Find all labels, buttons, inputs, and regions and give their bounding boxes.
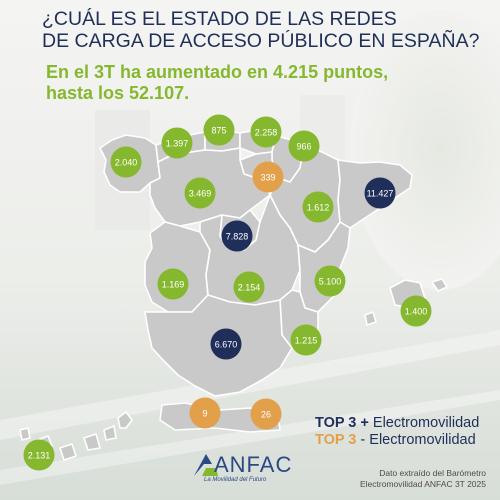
marker-value-navarra: 966 xyxy=(296,142,311,152)
page-title: ¿CUÁL ES EL ESTADO DE LAS REDES DE CARGA… xyxy=(42,8,492,52)
marker-circle-asturias xyxy=(161,127,193,159)
marker-circle-extremadura xyxy=(157,268,189,300)
region-baleares-ibiza xyxy=(364,311,377,326)
legend-top3-plus-bold: TOP 3 + xyxy=(315,415,369,431)
title-line-1: ¿CUÁL ES EL ESTADO DE LAS REDES xyxy=(42,8,397,30)
marker-la-rioja: 339 xyxy=(252,161,284,193)
marker-melilla: 26 xyxy=(250,398,282,430)
marker-castilla-la-mancha: 2.154 xyxy=(233,271,265,303)
anfac-logo-mark-icon xyxy=(194,454,218,476)
marker-circle-murcia xyxy=(290,324,322,356)
marker-circle-madrid xyxy=(221,220,253,252)
marker-value-aragon: 1.612 xyxy=(307,203,330,213)
marker-value-pais-vasco: 2.258 xyxy=(255,128,278,138)
marker-cantabria: 875 xyxy=(203,114,235,146)
source-line-1: Dato extraído del Barómetro xyxy=(379,468,486,478)
marker-circle-cantabria xyxy=(203,114,235,146)
marker-navarra: 966 xyxy=(288,130,320,162)
marker-comunidad-valenciana: 5.100 xyxy=(314,265,346,297)
marker-cataluna: 11.427 xyxy=(364,177,396,209)
marker-value-extremadura: 1.169 xyxy=(162,280,185,290)
marker-circle-galicia xyxy=(110,146,142,178)
page-subtitle: En el 3T ha aumentado en 4.215 puntos, h… xyxy=(46,62,486,104)
marker-value-cataluna: 11.427 xyxy=(367,189,394,199)
marker-asturias: 1.397 xyxy=(161,127,193,159)
brand-name: ANFAC xyxy=(214,452,293,477)
source-line-2: Electromovilidad ANFAC 3T 2025 xyxy=(360,478,486,489)
region-canarias-6 xyxy=(117,411,133,429)
marker-pais-vasco: 2.258 xyxy=(250,116,282,148)
region-canarias-4 xyxy=(83,433,101,451)
marker-value-castilla-leon: 3.469 xyxy=(189,189,212,199)
marker-circle-baleares xyxy=(400,295,432,327)
legend-top3-plus-text: Electromovilidad xyxy=(372,415,480,431)
marker-value-canarias: 2.131 xyxy=(28,451,51,461)
legend-top3-plus: TOP 3 + Electromovilidad xyxy=(315,415,479,432)
marker-madrid: 7.828 xyxy=(221,220,253,252)
marker-value-ceuta: 9 xyxy=(202,409,207,419)
marker-circle-pais-vasco xyxy=(250,116,282,148)
source-note: Dato extraído del Barómetro Electromovil… xyxy=(316,468,486,489)
marker-value-andalucia: 6.670 xyxy=(215,340,238,350)
marker-aragon: 1.612 xyxy=(302,191,334,223)
marker-extremadura: 1.169 xyxy=(157,268,189,300)
region-canarias-1 xyxy=(19,427,31,441)
brand-tagline: La Movilidad del Futuro xyxy=(204,477,267,483)
marker-circle-andalucia xyxy=(210,328,242,360)
marker-value-castilla-la-mancha: 2.154 xyxy=(238,283,261,293)
title-line-2: DE CARGA DE ACCESO PÚBLICO EN ESPAÑA? xyxy=(42,30,480,52)
marker-canarias: 2.131 xyxy=(23,439,55,471)
marker-castilla-leon: 3.469 xyxy=(184,177,216,209)
marker-value-baleares: 1.400 xyxy=(405,307,428,317)
subtitle-line-1: En el 3T ha aumentado en 4.215 puntos, xyxy=(46,62,389,82)
marker-value-comunidad-valenciana: 5.100 xyxy=(319,277,342,287)
marker-murcia: 1.215 xyxy=(290,324,322,356)
legend-top3-minus-text: - Electromovilidad xyxy=(360,432,476,448)
marker-circle-castilla-la-mancha xyxy=(233,271,265,303)
marker-circle-comunidad-valenciana xyxy=(314,265,346,297)
marker-circle-aragon xyxy=(302,191,334,223)
region-baleares-menorca xyxy=(431,278,448,292)
marker-value-melilla: 26 xyxy=(261,410,271,420)
marker-circle-cataluna xyxy=(364,177,396,209)
marker-value-madrid: 7.828 xyxy=(226,232,249,242)
marker-andalucia: 6.670 xyxy=(210,328,242,360)
marker-value-la-rioja: 339 xyxy=(260,173,275,183)
subtitle-line-2: hasta los 52.107. xyxy=(46,83,190,103)
marker-value-galicia: 2.040 xyxy=(115,158,138,168)
marker-circle-canarias xyxy=(23,439,55,471)
legend-top3-minus-bold: TOP 3 xyxy=(315,432,357,448)
marker-value-murcia: 1.215 xyxy=(295,336,318,346)
legend: TOP 3 + Electromovilidad TOP 3 - Electro… xyxy=(315,415,479,449)
marker-circle-melilla xyxy=(250,398,282,430)
region-canarias-3 xyxy=(59,443,77,461)
anfac-logo: ANFAC La Movilidad del Futuro xyxy=(192,452,291,492)
marker-circle-navarra xyxy=(288,130,320,162)
marker-ceuta: 9 xyxy=(189,397,221,429)
region-canarias-5 xyxy=(103,425,117,441)
marker-circle-castilla-leon xyxy=(184,177,216,209)
marker-circle-la-rioja xyxy=(252,161,284,193)
marker-value-cantabria: 875 xyxy=(211,126,226,136)
marker-baleares: 1.400 xyxy=(400,295,432,327)
marker-galicia: 2.040 xyxy=(110,146,142,178)
legend-top3-minus: TOP 3 - Electromovilidad xyxy=(315,432,479,449)
marker-circle-ceuta xyxy=(189,397,221,429)
marker-value-asturias: 1.397 xyxy=(166,139,189,149)
region-markers: 2.040 1.397 875 2.258 966 339 3.469 1.612 11.427… xyxy=(23,114,432,471)
